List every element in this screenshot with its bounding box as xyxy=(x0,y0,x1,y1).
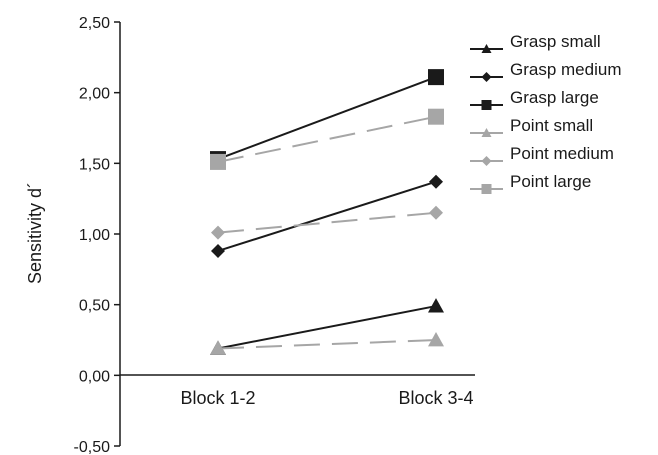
legend-label: Grasp medium xyxy=(510,60,621,79)
series-line-grasp-medium xyxy=(217,180,437,252)
legend-marker xyxy=(481,100,492,110)
legend-item-point-small: Point small xyxy=(470,116,593,137)
data-point-grasp-small xyxy=(428,298,444,313)
legend: Grasp small Grasp medium Grasp large Point … xyxy=(470,32,621,194)
series-point-large xyxy=(210,108,444,170)
x-tick-label: Block 1-2 xyxy=(180,388,255,408)
series-grasp-small xyxy=(210,298,444,355)
x-tick-label: Block 3-4 xyxy=(398,388,473,408)
y-tick-label: 2,50 xyxy=(79,15,110,32)
data-point-point-medium xyxy=(211,225,225,240)
series-grasp-large xyxy=(210,69,444,168)
y-axis: -0,50 0,00 0,50 1,00 1,50 2,00 2,50 xyxy=(74,15,121,455)
legend-marker xyxy=(481,156,492,166)
legend-item-grasp-large: Grasp large xyxy=(470,88,599,110)
series-line-grasp-large xyxy=(217,76,437,161)
y-tick-label: 1,00 xyxy=(79,227,110,244)
legend-marker xyxy=(481,184,492,194)
legend-item-point-medium: Point medium xyxy=(470,144,614,166)
legend-item-grasp-medium: Grasp medium xyxy=(470,60,621,82)
y-tick-label: -0,50 xyxy=(74,439,111,455)
series-point-medium xyxy=(211,205,443,240)
data-point-grasp-large xyxy=(428,69,444,86)
series-line-point-large xyxy=(217,115,437,163)
legend-item-grasp-small: Grasp small xyxy=(470,32,601,53)
y-tick-label: 2,00 xyxy=(79,86,110,103)
y-tick-label: 0,50 xyxy=(79,298,110,315)
x-axis: Block 1-2 Block 3-4 xyxy=(120,374,475,408)
legend-label: Point small xyxy=(510,116,593,135)
series-line-grasp-small xyxy=(217,305,437,350)
legend-marker xyxy=(481,44,492,53)
data-point-point-large xyxy=(428,108,444,125)
y-tick-label: 1,50 xyxy=(79,156,110,173)
legend-marker xyxy=(481,72,492,82)
data-point-point-small xyxy=(428,332,444,347)
legend-marker xyxy=(481,128,492,137)
legend-label: Point large xyxy=(510,172,591,191)
data-point-grasp-medium xyxy=(211,243,225,258)
legend-label: Grasp small xyxy=(510,32,601,51)
y-tick-label: 0,00 xyxy=(79,368,110,385)
y-axis-title: Sensitivity d´ xyxy=(25,182,45,284)
series-grasp-medium xyxy=(211,174,443,258)
data-point-point-large xyxy=(210,153,226,170)
data-point-point-medium xyxy=(429,205,443,220)
data-point-point-small xyxy=(210,340,226,355)
legend-label: Point medium xyxy=(510,144,614,163)
x-tick-labels: Block 1-2 Block 3-4 xyxy=(180,388,473,408)
legend-label: Grasp large xyxy=(510,88,599,107)
series-layer xyxy=(210,69,444,355)
y-ticks: -0,50 0,00 0,50 1,00 1,50 2,00 2,50 xyxy=(74,15,120,455)
data-point-grasp-medium xyxy=(429,174,443,189)
series-point-small xyxy=(210,332,444,355)
legend-item-point-large: Point large xyxy=(470,172,591,194)
